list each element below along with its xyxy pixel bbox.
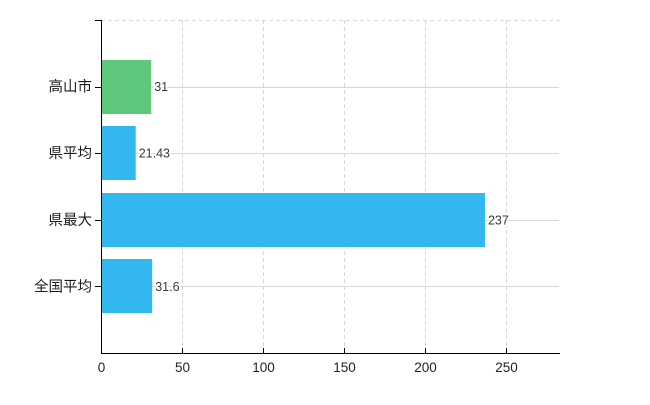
x-tick-label: 100 <box>252 360 275 375</box>
value-label: 237 <box>488 213 509 227</box>
x-tick-label: 0 <box>98 360 106 375</box>
x-tick-label: 250 <box>495 360 518 375</box>
category-label: 県平均 <box>49 145 93 162</box>
x-tick-label: 150 <box>333 360 356 375</box>
x-tick-label: 200 <box>414 360 437 375</box>
category-label: 県最大 <box>49 212 93 229</box>
x-tick-label: 50 <box>175 360 190 375</box>
category-label: 高山市 <box>49 79 93 96</box>
bar <box>101 259 153 313</box>
value-label: 21.43 <box>139 147 170 161</box>
value-label: 31 <box>154 80 168 94</box>
category-label: 全国平均 <box>34 277 92 295</box>
value-label: 31.6 <box>155 280 179 294</box>
bar <box>101 126 136 180</box>
bar <box>101 193 485 247</box>
bar <box>101 60 152 114</box>
